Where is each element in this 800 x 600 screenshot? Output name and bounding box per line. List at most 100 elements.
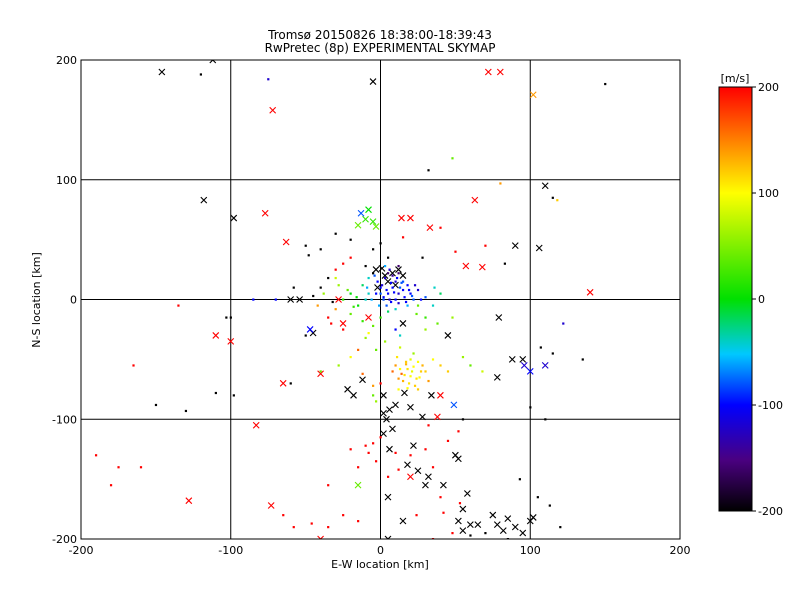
data-point-x-marker <box>317 535 324 539</box>
data-point-dot <box>357 304 360 307</box>
data-point-x-marker <box>426 224 434 232</box>
data-point-dot <box>388 298 391 301</box>
data-point-dot <box>427 424 430 427</box>
data-point-x-marker <box>422 481 429 489</box>
data-point-dot <box>357 348 360 351</box>
data-point-dot <box>424 328 427 331</box>
data-point-dot <box>556 199 559 202</box>
data-point-x-marker <box>444 332 452 339</box>
data-point-dot <box>413 284 417 287</box>
data-point-x-marker <box>282 238 290 246</box>
data-point-dot <box>406 284 409 287</box>
data-point-dot <box>342 514 345 517</box>
data-point-dot <box>370 298 373 301</box>
x-tick-label: 0 <box>377 544 384 557</box>
data-point-dot <box>386 272 390 275</box>
data-point-dot <box>407 288 411 292</box>
data-point-dot <box>389 281 393 284</box>
data-point-dot <box>364 298 367 301</box>
data-point-x-marker <box>459 527 467 535</box>
data-point-dot <box>416 304 420 307</box>
chart-subtitle: RwPretec (8p) EXPERIMENTAL SKYMAP <box>265 41 496 55</box>
data-point-dot <box>431 304 435 307</box>
colorbar-label: [m/s] <box>721 72 750 85</box>
data-point-dot <box>427 379 430 383</box>
data-point-dot <box>389 300 393 304</box>
data-point-dot <box>469 534 472 537</box>
data-point-x-marker <box>496 68 504 76</box>
data-point-dot <box>357 520 360 523</box>
data-point-dot <box>403 373 406 377</box>
data-point-dot <box>394 328 397 331</box>
data-point-x-marker <box>362 215 369 223</box>
data-point-x-marker <box>466 521 474 529</box>
data-point-dot <box>431 358 435 361</box>
data-point-dot <box>342 298 345 301</box>
data-point-dot <box>177 304 180 307</box>
data-point-dot <box>372 384 375 387</box>
data-point-dot <box>421 256 424 259</box>
data-point-x-marker <box>212 332 220 339</box>
data-point-x-marker <box>389 425 396 433</box>
data-point-dot <box>401 288 405 292</box>
data-point-dot <box>346 288 349 292</box>
data-point-dot <box>132 364 135 367</box>
data-point-dot <box>548 504 551 507</box>
data-point-x-marker <box>380 409 387 417</box>
data-point-dot <box>304 334 307 337</box>
data-point-dot <box>410 294 414 298</box>
data-point-dot <box>536 496 539 499</box>
data-point-x-marker <box>541 182 549 190</box>
data-point-x-marker <box>252 421 260 429</box>
data-point-dot <box>372 442 375 445</box>
x-tick-label: 100 <box>520 544 541 557</box>
data-point-x-marker <box>398 214 405 222</box>
data-point-x-marker <box>459 505 467 513</box>
data-point-x-marker <box>399 517 407 525</box>
data-point-dot <box>394 364 397 367</box>
data-point-dot <box>349 238 352 241</box>
data-point-x-marker <box>493 373 501 381</box>
data-point-dot <box>442 511 445 514</box>
data-point-dot <box>604 82 607 86</box>
data-point-x-marker <box>519 529 527 537</box>
data-point-dot <box>392 291 396 294</box>
data-point-x-marker <box>428 391 435 399</box>
data-point-dot <box>451 157 454 160</box>
data-point-dot <box>334 276 337 280</box>
data-point-x-marker <box>541 361 549 369</box>
data-point-dot <box>327 484 330 487</box>
data-point-dot <box>451 316 454 319</box>
data-point-dot <box>372 394 375 397</box>
data-point-x-marker <box>511 242 519 250</box>
y-tick-label: -100 <box>52 413 77 426</box>
data-point-dot <box>551 352 554 355</box>
data-point-x-marker <box>504 515 512 523</box>
data-point-dot <box>397 377 400 380</box>
data-points <box>94 60 607 539</box>
data-point-dot <box>225 316 228 319</box>
data-point-x-marker <box>200 196 208 204</box>
data-point-dot <box>427 169 430 172</box>
data-point-dot <box>307 254 310 257</box>
y-tick-labels: -200 -100 0 100 200 <box>52 54 77 546</box>
data-point-dot <box>439 496 442 499</box>
data-point-dot <box>361 372 364 375</box>
x-axis-label: E-W location [km] <box>331 558 429 571</box>
data-point-dot <box>334 308 337 311</box>
data-point-dot <box>154 403 158 407</box>
data-point-dot <box>364 336 367 340</box>
data-point-dot <box>386 475 390 478</box>
data-point-x-marker <box>261 209 269 217</box>
data-point-x-marker <box>425 473 432 481</box>
data-point-dot <box>380 284 384 287</box>
data-point-x-marker <box>365 314 372 321</box>
data-point-x-marker <box>399 272 407 279</box>
data-point-x-marker <box>419 413 426 421</box>
data-point-x-marker <box>306 326 314 333</box>
colorbar-tick-label: 0 <box>758 293 765 306</box>
y-tick-label: 100 <box>56 174 77 187</box>
colorbar-ticks: -200 -100 0 100 200 <box>752 81 783 518</box>
data-point-dot <box>386 292 390 295</box>
data-point-x-marker <box>374 284 381 291</box>
